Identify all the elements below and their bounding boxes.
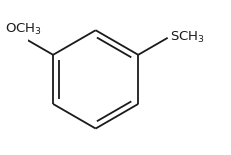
Text: SCH$_3$: SCH$_3$	[170, 30, 204, 45]
Text: OCH$_3$: OCH$_3$	[5, 22, 42, 37]
